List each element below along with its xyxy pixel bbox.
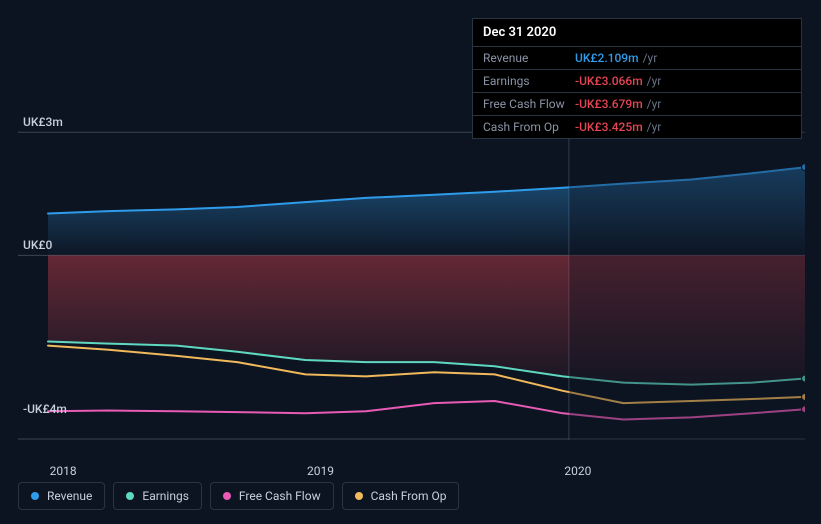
tooltip-row-unit: /yr (647, 97, 662, 111)
tooltip-row-value: UK£2.109m (575, 51, 639, 65)
tooltip-row-unit: /yr (643, 51, 658, 65)
tooltip-row-value: -UK£3.425m (575, 120, 643, 134)
legend-dot-icon (126, 492, 134, 500)
chart-legend: Revenue Earnings Free Cash Flow Cash From O… (18, 482, 459, 510)
tooltip-row: RevenueUK£2.109m/yr (473, 47, 801, 70)
tooltip-row: Cash From Op-UK£3.425m/yr (473, 116, 801, 138)
legend-label: Revenue (47, 489, 92, 503)
legend-item-free-cash-flow[interactable]: Free Cash Flow (210, 482, 334, 510)
x-axis-label: 2018 (50, 464, 77, 478)
tooltip-row-label: Cash From Op (483, 120, 575, 134)
tooltip-row-label: Revenue (483, 51, 575, 65)
legend-dot-icon (31, 492, 39, 500)
legend-dot-icon (355, 492, 363, 500)
tooltip-row-unit: /yr (647, 120, 662, 134)
tooltip-row-value: -UK£3.066m (575, 74, 643, 88)
tooltip-box: Dec 31 2020 RevenueUK£2.109m/yrEarnings-… (472, 18, 802, 139)
tooltip-row-label: Earnings (483, 74, 575, 88)
y-axis-label: UK£3m (23, 115, 63, 129)
legend-label: Free Cash Flow (239, 489, 321, 503)
tooltip-row: Earnings-UK£3.066m/yr (473, 70, 801, 93)
tooltip-date: Dec 31 2020 (473, 19, 801, 47)
tooltip-row: Free Cash Flow-UK£3.679m/yr (473, 93, 801, 116)
legend-label: Earnings (142, 489, 189, 503)
x-axis-label: 2020 (564, 464, 591, 478)
x-axis-label: 2019 (307, 464, 334, 478)
legend-item-earnings[interactable]: Earnings (113, 482, 202, 510)
legend-label: Cash From Op (371, 489, 447, 503)
legend-item-revenue[interactable]: Revenue (18, 482, 105, 510)
y-axis-label: -UK£4m (23, 402, 67, 416)
legend-dot-icon (223, 492, 231, 500)
legend-item-cash-from-op[interactable]: Cash From Op (342, 482, 460, 510)
tooltip-row-unit: /yr (647, 74, 662, 88)
financials-chart: UK£3mUK£0-UK£4m 201820192020 Past (18, 120, 805, 456)
tooltip-row-value: -UK£3.679m (575, 97, 643, 111)
y-axis-label: UK£0 (23, 238, 52, 252)
tooltip-row-label: Free Cash Flow (483, 97, 575, 111)
